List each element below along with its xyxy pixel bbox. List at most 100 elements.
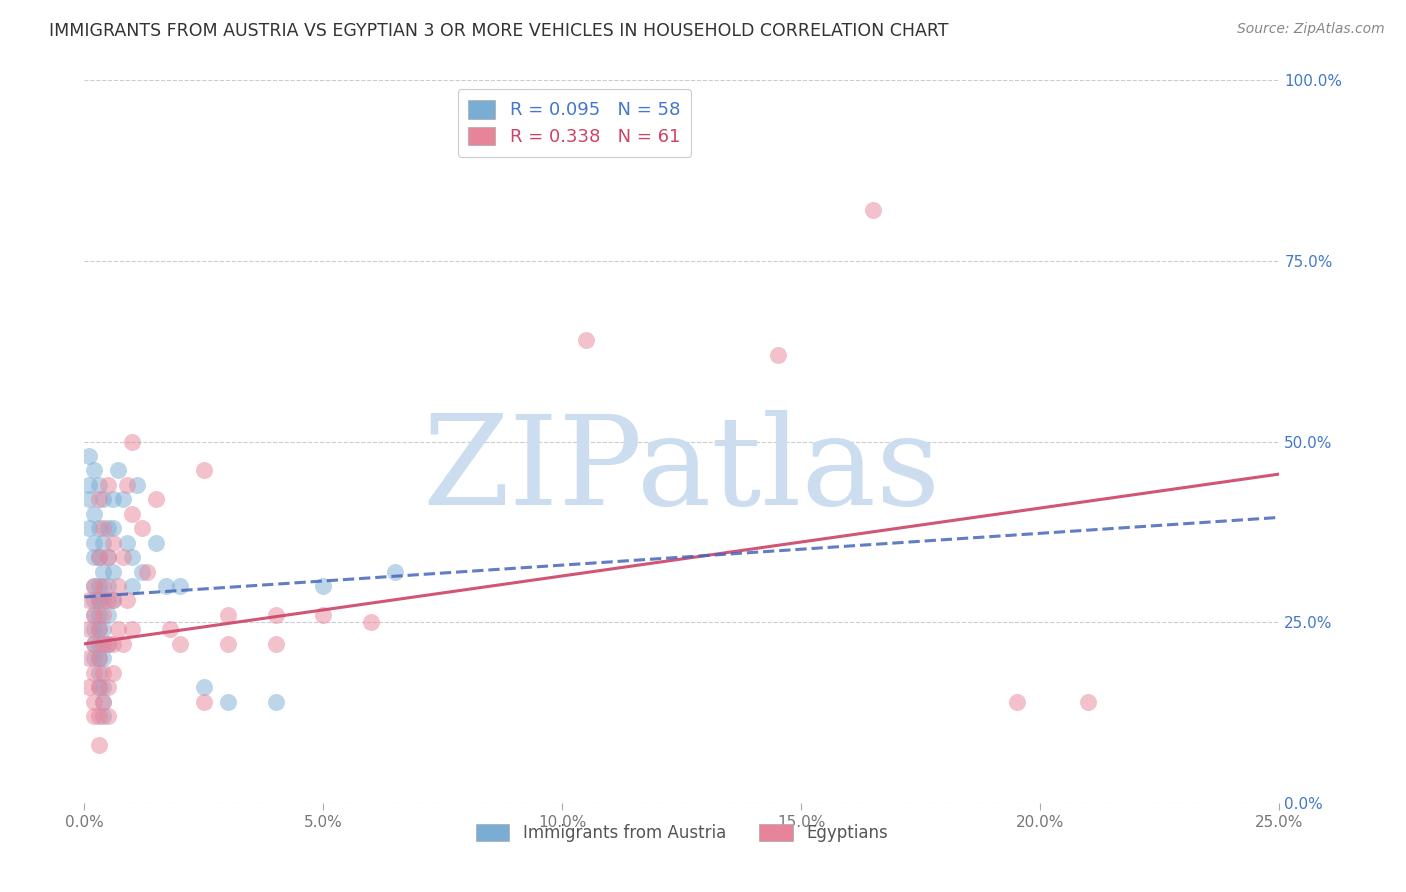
Point xyxy=(93,535,115,549)
Point xyxy=(87,492,110,507)
Point xyxy=(83,637,105,651)
Point xyxy=(107,623,129,637)
Point xyxy=(101,535,124,549)
Point xyxy=(83,507,105,521)
Point xyxy=(155,579,177,593)
Point xyxy=(131,565,153,579)
Point xyxy=(87,637,110,651)
Point xyxy=(121,434,143,449)
Point xyxy=(93,579,115,593)
Point xyxy=(101,593,124,607)
Point xyxy=(111,550,134,565)
Point xyxy=(87,607,110,622)
Point xyxy=(97,579,120,593)
Point xyxy=(83,607,105,622)
Point xyxy=(111,492,134,507)
Point xyxy=(83,695,105,709)
Point xyxy=(83,579,105,593)
Point xyxy=(83,607,105,622)
Point xyxy=(384,565,406,579)
Point xyxy=(97,478,120,492)
Point xyxy=(217,695,239,709)
Point xyxy=(93,651,115,665)
Point xyxy=(121,507,143,521)
Point xyxy=(87,550,110,565)
Point xyxy=(121,550,143,565)
Text: IMMIGRANTS FROM AUSTRIA VS EGYPTIAN 3 OR MORE VEHICLES IN HOUSEHOLD CORRELATION : IMMIGRANTS FROM AUSTRIA VS EGYPTIAN 3 OR… xyxy=(49,22,949,40)
Point xyxy=(1005,695,1028,709)
Point xyxy=(93,709,115,723)
Point xyxy=(87,623,110,637)
Point xyxy=(101,521,124,535)
Point xyxy=(107,463,129,477)
Point xyxy=(264,637,287,651)
Point xyxy=(101,637,124,651)
Point xyxy=(77,521,100,535)
Point xyxy=(87,680,110,694)
Point xyxy=(93,680,115,694)
Y-axis label: 3 or more Vehicles in Household: 3 or more Vehicles in Household xyxy=(0,318,7,566)
Point xyxy=(93,492,115,507)
Point xyxy=(83,637,105,651)
Point xyxy=(83,593,105,607)
Point xyxy=(217,607,239,622)
Point xyxy=(159,623,181,637)
Point xyxy=(87,680,110,694)
Point xyxy=(83,535,105,549)
Point xyxy=(101,492,124,507)
Point xyxy=(93,695,115,709)
Point xyxy=(93,593,115,607)
Point xyxy=(77,680,100,694)
Point xyxy=(87,579,110,593)
Point xyxy=(77,478,100,492)
Point xyxy=(145,492,167,507)
Point xyxy=(87,651,110,665)
Point xyxy=(264,607,287,622)
Point xyxy=(169,637,191,651)
Point xyxy=(93,607,115,622)
Point xyxy=(97,607,120,622)
Point xyxy=(217,637,239,651)
Point xyxy=(131,521,153,535)
Point xyxy=(87,550,110,565)
Point xyxy=(93,565,115,579)
Point xyxy=(87,478,110,492)
Point xyxy=(312,607,335,622)
Point xyxy=(135,565,157,579)
Point xyxy=(117,593,139,607)
Legend: Immigrants from Austria, Egyptians: Immigrants from Austria, Egyptians xyxy=(470,817,894,848)
Point xyxy=(97,637,120,651)
Point xyxy=(83,623,105,637)
Point xyxy=(312,579,335,593)
Point xyxy=(93,695,115,709)
Point xyxy=(87,623,110,637)
Point xyxy=(766,348,789,362)
Point xyxy=(83,709,105,723)
Point xyxy=(121,579,143,593)
Point xyxy=(87,521,110,535)
Text: Source: ZipAtlas.com: Source: ZipAtlas.com xyxy=(1237,22,1385,37)
Point xyxy=(87,709,110,723)
Point xyxy=(193,695,215,709)
Point xyxy=(117,478,139,492)
Point xyxy=(101,593,124,607)
Point xyxy=(77,651,100,665)
Point xyxy=(93,521,115,535)
Point xyxy=(83,550,105,565)
Point xyxy=(121,623,143,637)
Point xyxy=(101,565,124,579)
Point xyxy=(862,203,884,218)
Point xyxy=(93,665,115,680)
Point xyxy=(87,651,110,665)
Point xyxy=(169,579,191,593)
Point xyxy=(87,593,110,607)
Point xyxy=(1077,695,1099,709)
Text: ZIPatlas: ZIPatlas xyxy=(423,410,941,531)
Point xyxy=(77,593,100,607)
Point xyxy=(107,579,129,593)
Point xyxy=(97,709,120,723)
Point xyxy=(87,665,110,680)
Point xyxy=(193,463,215,477)
Point xyxy=(97,521,120,535)
Point xyxy=(97,680,120,694)
